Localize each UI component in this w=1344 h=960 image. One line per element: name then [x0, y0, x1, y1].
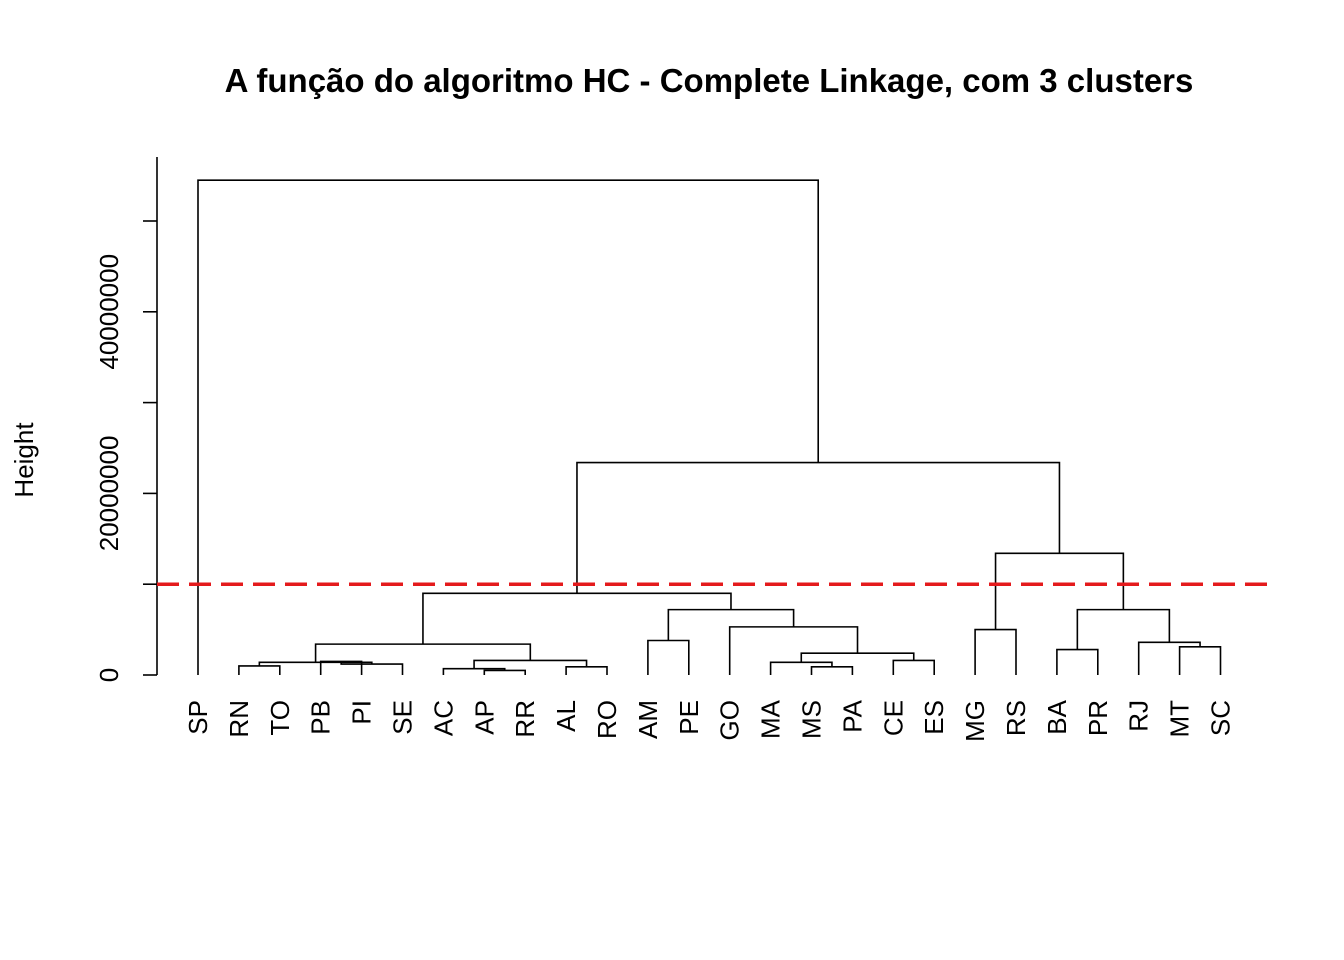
leaf-label: RS	[1001, 700, 1031, 736]
leaf-label: RN	[224, 700, 254, 738]
y-axis-label: Height	[9, 422, 39, 498]
leaf-label: CE	[878, 700, 908, 736]
leaf-label: AM	[633, 700, 663, 739]
leaf-label: ES	[919, 700, 949, 735]
dendrogram-merge-link	[197, 179, 820, 675]
leaf-label: AL	[551, 700, 581, 732]
y-tick-label: 40000000	[94, 254, 124, 370]
dendrogram-merge-link	[565, 666, 608, 675]
leaf-label: PR	[1083, 700, 1113, 736]
leaf-label: RR	[510, 700, 540, 738]
leaf-label: SC	[1206, 700, 1236, 736]
leaf-label: TO	[265, 700, 295, 736]
y-tick-label: 20000000	[94, 436, 124, 552]
leaf-label: MG	[960, 700, 990, 742]
y-tick-label: 0	[94, 668, 124, 682]
leaf-label: SP	[183, 700, 213, 735]
leaf-label: AP	[469, 700, 499, 735]
dendrogram-tree	[197, 179, 1222, 675]
leaf-label: MT	[1165, 700, 1195, 738]
dendrogram-merge-link	[1178, 646, 1222, 675]
chart-title: A função do algoritmo HC - Complete Link…	[225, 62, 1194, 99]
dendrogram-merge-link	[442, 667, 506, 675]
leaf-label: RO	[592, 700, 622, 739]
leaf-label: BA	[1042, 699, 1072, 734]
dendrogram-merge-link	[238, 665, 281, 675]
leaf-label: PI	[347, 700, 377, 725]
dendrogram-merge-link	[483, 669, 526, 675]
dendrogram-merge-link	[892, 659, 935, 675]
leaf-label: PB	[306, 700, 336, 735]
dendrogram-merge-link	[1056, 648, 1099, 675]
leaf-label: SE	[388, 700, 418, 735]
leaf-label: PA	[837, 699, 867, 732]
dendrogram-merge-link	[728, 626, 859, 675]
leaf-label: GO	[715, 700, 745, 740]
leaf-label: MA	[756, 699, 786, 739]
leaf-label: AC	[428, 700, 458, 736]
dendrogram-merge-link	[974, 628, 1017, 675]
dendrogram-merge-link	[422, 592, 732, 645]
leaf-label: RJ	[1124, 700, 1154, 732]
dendrogram-merge-link	[769, 661, 833, 675]
dendrogram-merge-link	[647, 639, 690, 675]
leaf-label: PE	[674, 700, 704, 735]
leaf-label: MS	[797, 700, 827, 739]
y-axis-ticks: 0 20000000 40000000	[94, 220, 157, 682]
dendrogram-merge-link	[810, 666, 854, 675]
dendrogram-merge-link	[314, 643, 532, 663]
leaf-labels: SP RN TO PB PI SE AC AP RR AL RO AM PE GO MA MS PA CE ES MG…	[183, 699, 1236, 742]
dendrogram-merge-link	[994, 552, 1125, 630]
dendrogram-merge-link	[1076, 608, 1171, 650]
dendrogram-merge-link	[667, 608, 795, 641]
dendrogram-merge-link	[576, 461, 1061, 594]
